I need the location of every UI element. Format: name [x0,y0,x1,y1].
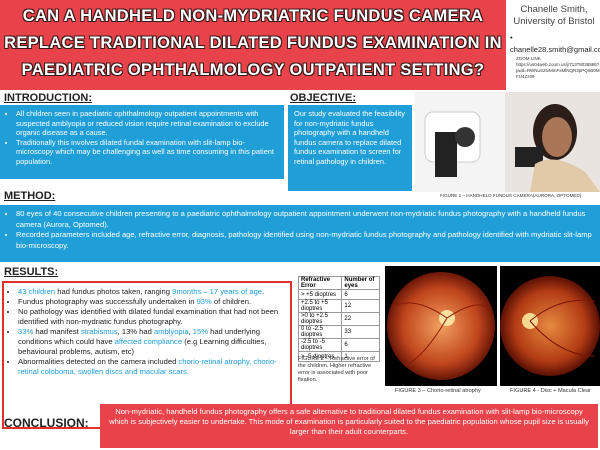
header-cell: Number of eyes [341,276,380,290]
cell: >0 to +2.5 dioptres [297,312,343,326]
text: had underlying conditions which could ha… [18,327,260,346]
figure-caption: FIGURE 4 - Disc + Macula Clear [510,388,591,394]
text: , 13% had [117,327,154,336]
affiliation: University of Bristol [513,16,595,27]
figure-caption: FIGURE 3 – Chorio-retinal atrophy [395,388,481,394]
heading: METHOD: [4,190,56,202]
bullet: Recorded parameters included age, refrac… [16,230,594,251]
cell: +2.5 to +5 dioptres [297,299,343,313]
bullet: Fundus photography was successfully unde… [18,297,286,307]
objective-box: Our study evaluated the feasibility for … [288,105,412,191]
highlight: 43 children [18,287,56,296]
highlight: strabismus [80,327,118,336]
bullet: Traditionally this involves dilated fund… [16,138,278,167]
fundus-photo [500,266,600,386]
highlight: amblyopia [153,327,189,336]
conclusion-box: Non-mydriatic, handheld fundus photograp… [100,404,598,448]
header-cell: Refractive Error [297,276,343,290]
link-label: ZOOM LINK [516,56,541,61]
bullet: 33% had manifest strabismus, 13% had amb… [18,327,286,357]
intro-box: All children seen in paediatric ophthalm… [0,105,284,179]
heading: CONCLUSION: [4,416,89,430]
cell: 6 [341,289,380,300]
fundus-photo [385,266,497,386]
bullet: 80 eyes of 40 consecutive children prese… [16,209,594,230]
highlight: 93% [196,297,212,306]
method-box: 80 eyes of 40 consecutive children prese… [0,205,600,262]
bullet: All children seen in paediatric ophthalm… [16,109,278,138]
figure-caption: FIGURE 1 – HANDHELD FUNDUS CAMERA(AURORA… [440,193,582,198]
bullet: No pathology was identified with dilated… [18,307,286,327]
cell: > -5 dioptres [297,351,343,362]
author: Chanelle Smith, University of Bristol • … [508,0,600,90]
cell: 6 [341,338,380,352]
heading: OBJECTIVE: [290,92,357,104]
cell: > +5 dioptres [297,289,343,300]
highlight: chorio-retinal atrophy, chorio-retinal c… [18,357,277,376]
text: No pathology was identified with dilated… [18,307,279,326]
cell: -2.5 to -5 dioptres [297,338,343,352]
link[interactable]: https://us04web.zoom.us/j/71378038886?pw… [516,62,600,79]
cell: 33 [341,325,380,339]
cell: 12 [341,299,380,313]
cell: 1 [341,351,380,362]
heading: RESULTS: [4,266,59,278]
text: . [262,287,265,296]
bullet: Abnormalities detected on the camera inc… [18,357,286,377]
cell: 22 [341,312,380,326]
text: had manifest [33,327,81,336]
refraction-table: Refractive Error Number of eyes > +5 diop… [297,276,380,362]
email: • chanelle28.smith@gmail.com [508,32,600,56]
text: Fundus photography was successfully unde… [18,297,197,306]
highlight: 9months – 17 years of age [172,287,263,296]
text: Abnormalities detected on the camera inc… [18,357,179,366]
cell: 0 to -2.5 dioptres [297,325,343,339]
email-text: chanelle28.smith@gmail.com [510,45,600,54]
text: of children. [211,297,252,306]
text: , [188,327,193,336]
text: (e.g Learning difficulties, behavioural … [18,337,267,356]
bullet: 43 children had fundus photos taken, ran… [18,287,286,297]
heading: INTRODUCTION: [4,92,92,104]
highlight: 15% [192,327,208,336]
highlight: 33% [18,327,34,336]
title: CAN A HANDHELD NON-MYDRIATRIC FUNDUS CAM… [0,0,506,90]
figure-caption: FIGURE 2 – Refractive error of the child… [298,356,375,383]
camera-photo [415,92,600,192]
text: had fundus photos taken, ranging [55,287,173,296]
highlight: affected compliance [114,337,183,346]
author-name: Chanelle Smith, [520,4,588,15]
